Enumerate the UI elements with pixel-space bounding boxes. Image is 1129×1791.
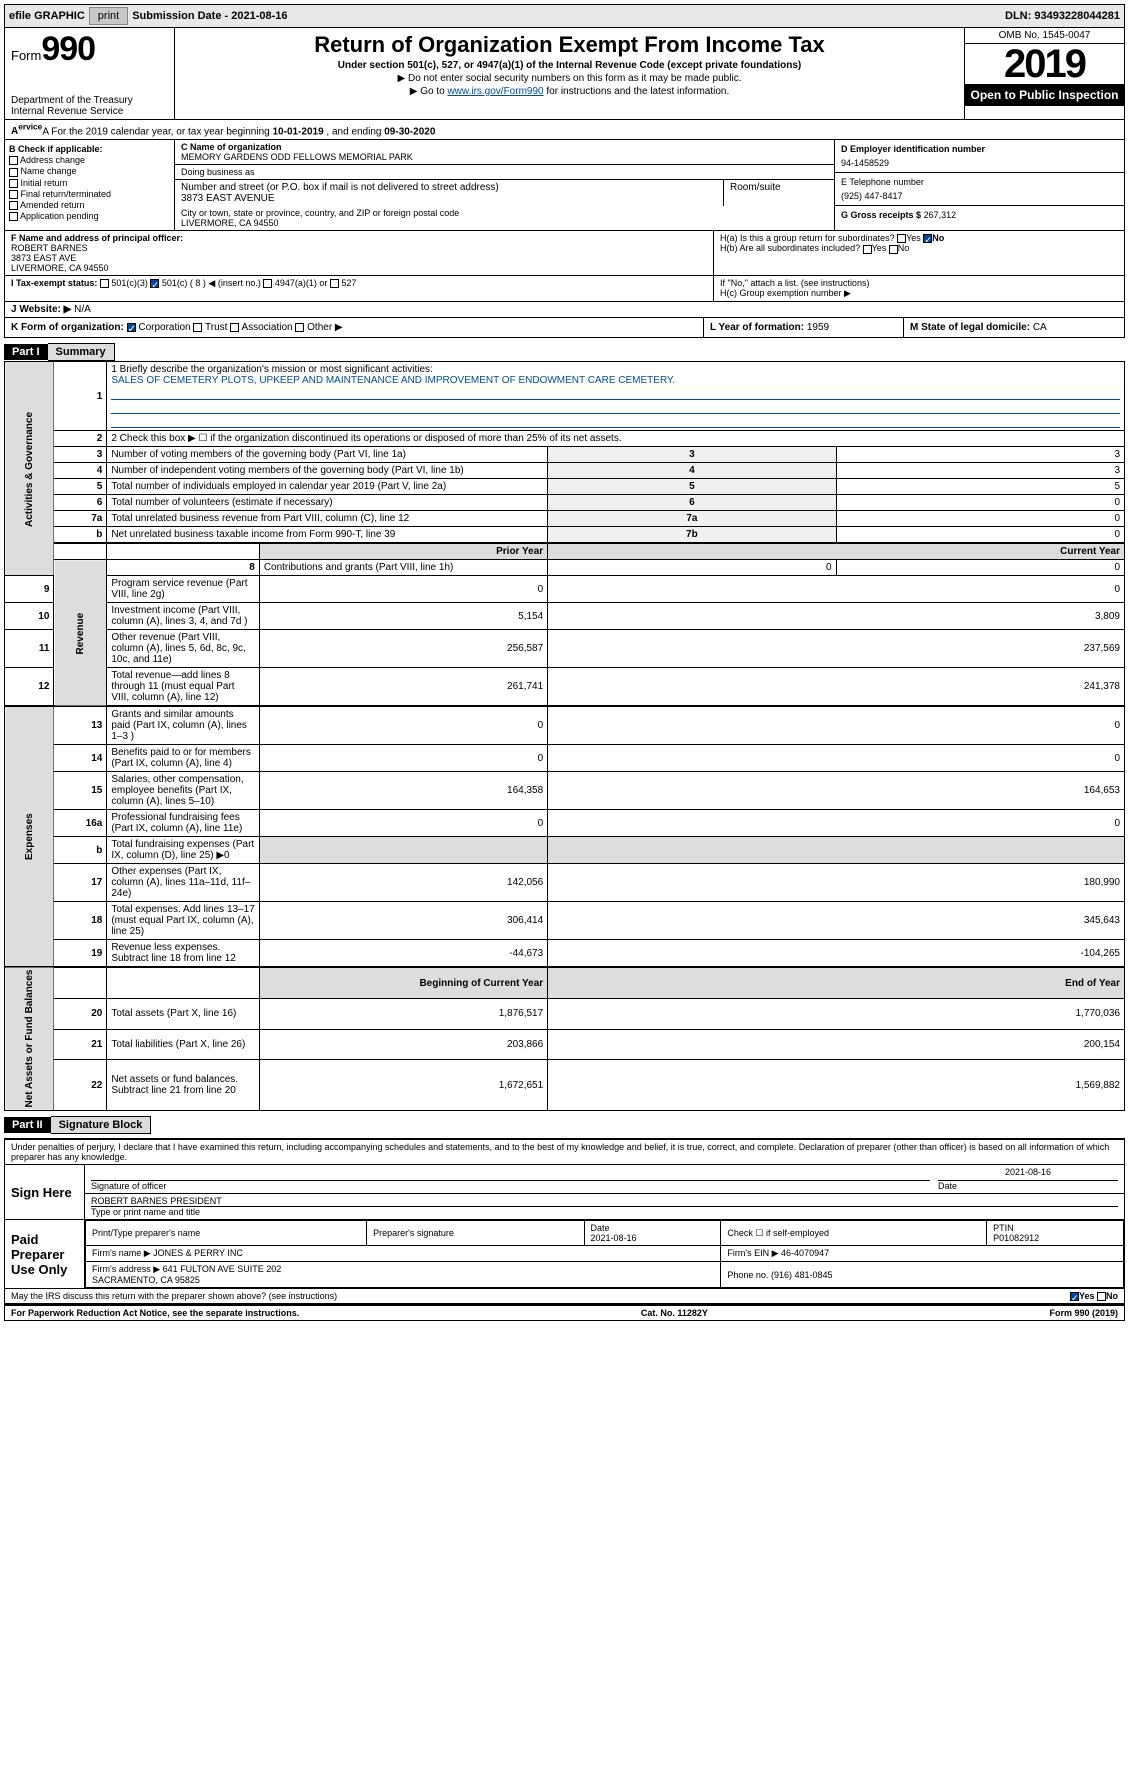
part2-header: Part II [4, 1117, 51, 1133]
top-bar: efile GRAPHIC print Submission Date - 20… [4, 4, 1125, 28]
box-m: M State of legal domicile: CA [904, 318, 1124, 337]
firm-name: JONES & PERRY INC [153, 1248, 243, 1258]
row-fh: F Name and address of principal officer:… [4, 231, 1125, 276]
officer-name: ROBERT BARNES PRESIDENT [91, 1196, 1118, 1207]
org-address: 3873 EAST AVENUE [181, 193, 717, 204]
form-prefix: Form [11, 48, 41, 63]
form-subtitle: Under section 501(c), 527, or 4947(a)(1)… [183, 60, 956, 71]
year-box: OMB No. 1545-0047 2019 Open to Public In… [964, 28, 1124, 119]
form-990: 990 [41, 30, 95, 68]
tax-year: 2019 [965, 44, 1124, 84]
ein: 94-1458529 [841, 158, 1118, 168]
print-button[interactable]: print [89, 7, 128, 25]
sidelabel-expenses: Expenses [5, 706, 54, 967]
footer: For Paperwork Reduction Act Notice, see … [4, 1304, 1125, 1321]
declaration: Under penalties of perjury, I declare th… [5, 1140, 1124, 1164]
firm-ein: 46-4070947 [781, 1248, 829, 1258]
entity-block: B Check if applicable: Address change Na… [4, 140, 1125, 231]
period-row: AerviceA For the 2019 calendar year, or … [4, 120, 1125, 140]
firm-phone: (916) 481-0845 [771, 1270, 833, 1280]
box-j: J Website: ▶ N/A [4, 302, 1125, 318]
part1-header: Part I [4, 344, 48, 360]
sign-here-label: Sign Here [5, 1165, 85, 1219]
dln-label: DLN: 93493228044281 [1005, 10, 1120, 22]
box-c: C Name of organization MEMORY GARDENS OD… [175, 140, 834, 230]
sidelabel-revenue: Revenue [54, 560, 107, 707]
open-public: Open to Public Inspection [965, 84, 1124, 106]
org-city: LIVERMORE, CA 94550 [181, 218, 828, 228]
form-number-box: Form990 Department of the Treasury Inter… [5, 28, 175, 119]
discuss-row: May the IRS discuss this return with the… [4, 1289, 1125, 1304]
efile-label: efile GRAPHIC [9, 10, 85, 22]
irs-link[interactable]: www.irs.gov/Form990 [447, 86, 543, 97]
paid-preparer-label: Paid Preparer Use Only [5, 1220, 85, 1288]
submission-date: Submission Date - 2021-08-16 [132, 10, 287, 22]
sidelabel-governance: Activities & Governance [5, 362, 54, 576]
box-h: H(a) Is this a group return for subordin… [714, 231, 1124, 275]
form-title-box: Return of Organization Exempt From Incom… [175, 28, 964, 119]
signature-block: Under penalties of perjury, I declare th… [4, 1138, 1125, 1289]
part1-table: Activities & Governance 1 1 Briefly desc… [4, 361, 1125, 1111]
gross-receipts: 267,312 [924, 210, 957, 220]
row-i: I Tax-exempt status: 501(c)(3) ✓ 501(c) … [4, 276, 1125, 302]
preparer-table: Print/Type preparer's name Preparer's si… [85, 1220, 1124, 1288]
form-warning: ▶ Do not enter social security numbers o… [183, 73, 956, 84]
box-f: F Name and address of principal officer:… [5, 231, 714, 275]
telephone: (925) 447-8417 [841, 191, 1118, 201]
department-label: Department of the Treasury Internal Reve… [11, 95, 168, 117]
box-deg: D Employer identification number 94-1458… [834, 140, 1124, 230]
form-header: Form990 Department of the Treasury Inter… [4, 28, 1125, 120]
org-name: MEMORY GARDENS ODD FELLOWS MEMORIAL PARK [181, 152, 828, 162]
row-klm: K Form of organization: ✓ Corporation Tr… [4, 318, 1125, 338]
mission-text: SALES OF CEMETERY PLOTS, UPKEEP AND MAIN… [111, 375, 1120, 386]
box-k: K Form of organization: ✓ Corporation Tr… [5, 318, 704, 337]
box-b: B Check if applicable: Address change Na… [5, 140, 175, 230]
ptin: P01082912 [993, 1233, 1117, 1243]
sidelabel-netassets: Net Assets or Fund Balances [5, 967, 54, 1111]
form-goto: ▶ Go to www.irs.gov/Form990 for instruct… [183, 86, 956, 97]
form-title: Return of Organization Exempt From Incom… [183, 32, 956, 58]
box-l: L Year of formation: 1959 [704, 318, 904, 337]
